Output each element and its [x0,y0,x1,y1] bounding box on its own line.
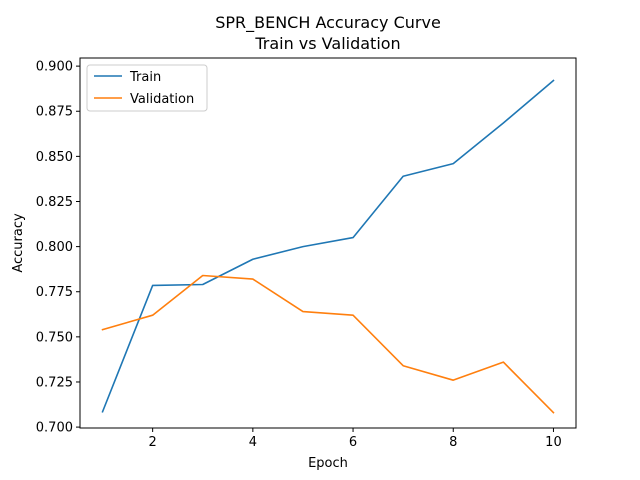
chart-subtitle: Train vs Validation [254,34,400,53]
y-axis-label: Accuracy [11,213,26,273]
y-tick-label: 0.700 [36,421,73,436]
plot-frame [79,57,577,429]
y-tick-label: 0.725 [36,375,73,390]
y-tick-label: 0.800 [36,240,73,255]
x-axis-label: Epoch [308,456,348,471]
x-tick-label: 6 [349,435,357,450]
series-line-validation [101,274,555,414]
chart-title: SPR_BENCH Accuracy Curve [215,13,441,33]
legend: Train Validation [86,64,208,112]
y-axis: 0.700 0.725 0.750 0.775 0.800 0.825 0.850 0.875… [36,60,80,436]
legend-label-train: Train [129,70,161,85]
y-tick-label: 0.825 [36,195,73,210]
y-tick-label: 0.750 [36,330,73,345]
legend-label-validation: Validation [130,92,194,107]
series-layer [101,79,555,414]
y-tick-label: 0.900 [36,60,73,75]
y-tick-label: 0.775 [36,285,73,300]
y-tick-label: 0.875 [36,105,73,120]
x-tick-label: 2 [149,435,157,450]
series-line-train [101,79,555,413]
x-tick-label: 4 [249,435,257,450]
y-tick-label: 0.850 [36,150,73,165]
x-tick-label: 10 [545,435,562,450]
x-axis: 2 4 6 8 10 [149,428,562,450]
x-tick-label: 8 [449,435,457,450]
